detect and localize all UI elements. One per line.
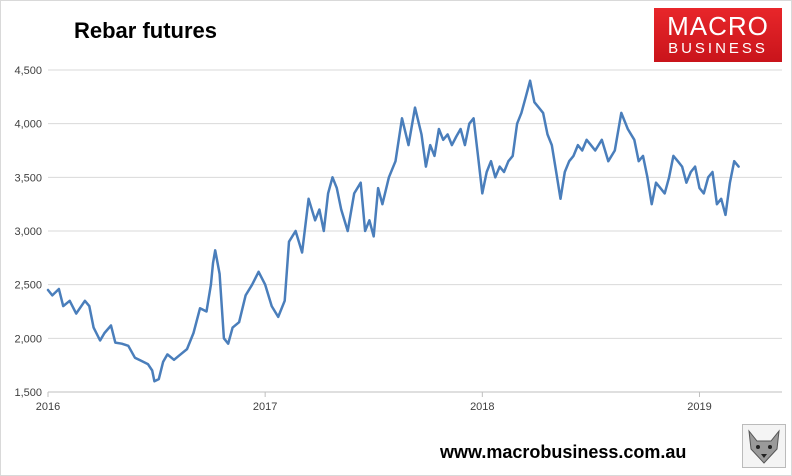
y-tick-label: 2,000 [14,333,42,345]
chart-title: Rebar futures [74,18,218,43]
y-tick-label: 1,500 [14,387,42,399]
x-tick-label: 2019 [687,401,711,413]
x-tick-label: 2017 [253,401,277,413]
x-tick-label: 2016 [36,401,60,413]
y-tick-label: 3,000 [14,226,42,238]
y-tick-label: 2,500 [14,280,42,292]
x-axis: 2016 2017 2018 2019 [36,391,782,413]
y-tick-label: 3,500 [14,172,42,184]
series-layer [46,79,740,383]
wolf-head-icon [742,424,786,468]
rebar-price-line [46,79,740,383]
y-axis: 1,500 2,000 2,500 3,000 3,500 4,000 4,500 [14,65,42,399]
logo-line-1: MACRO [667,11,769,41]
macrobusiness-logo: MACRO BUSINESS [654,8,782,62]
y-tick-label: 4,500 [14,65,42,77]
gridlines [48,69,782,393]
website-url: www.macrobusiness.com.au [440,442,687,462]
x-tick-label: 2018 [470,401,494,413]
y-tick-label: 4,000 [14,119,42,131]
logo-line-2: BUSINESS [668,40,768,57]
